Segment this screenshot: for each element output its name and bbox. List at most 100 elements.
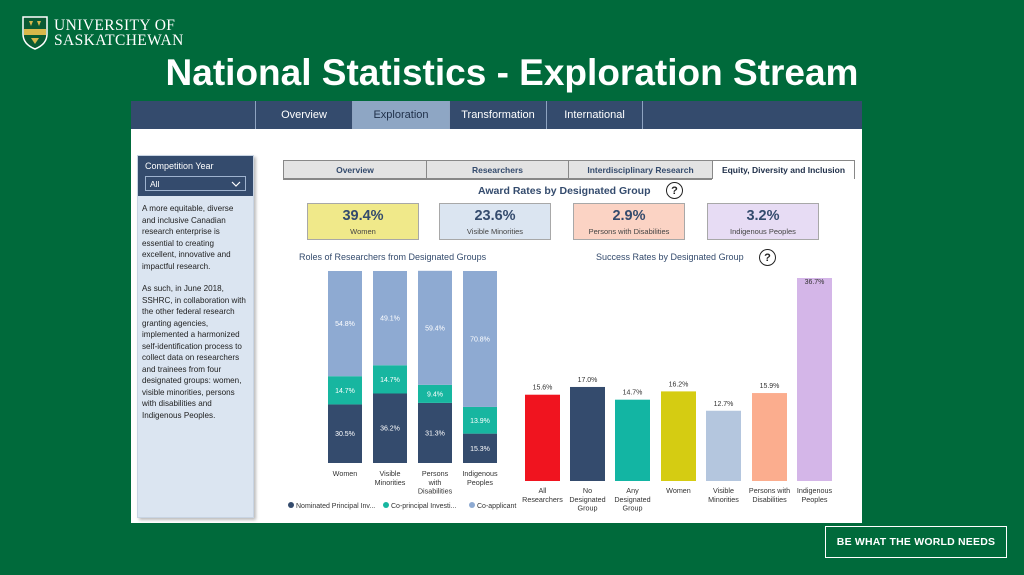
university-name-line2: SASKATCHEWAN: [54, 32, 184, 49]
kpi-label: Indigenous Peoples: [730, 227, 796, 236]
x-tick-label: Persons with: [749, 486, 790, 495]
kpi-value: 3.2%: [746, 208, 780, 224]
success-rate-bar: [706, 410, 741, 481]
crest-icon: [22, 16, 48, 50]
tab-overview[interactable]: Overview: [255, 101, 352, 129]
bar-data-label: 70.8%: [470, 336, 490, 343]
sidebar-description: A more equitable, diverse and inclusive …: [138, 196, 253, 421]
success-chart-title: Success Rates by Designated Group: [596, 252, 744, 262]
bar-data-label: 15.6%: [533, 385, 553, 392]
stacked-bar-segment: [328, 271, 362, 377]
sidebar: Competition Year All A more equitable, d…: [137, 155, 254, 518]
x-tick-label: Peoples: [802, 495, 828, 504]
competition-year-label: Competition Year: [145, 161, 214, 171]
tab-transformation[interactable]: Transformation: [449, 101, 546, 129]
kpi-indigenous-peoples: 3.2% Indigenous Peoples: [707, 203, 819, 240]
sidebar-paragraph-2: As such, in June 2018, SSHRC, in collabo…: [142, 284, 246, 420]
kpi-value: 23.6%: [474, 208, 516, 224]
chevron-down-icon: [231, 181, 241, 187]
bar-data-label: 9.4%: [427, 391, 443, 398]
stacked-bar-segment: [328, 404, 362, 463]
bar-data-label: 36.7%: [805, 279, 825, 286]
bar-data-label: 14.7%: [335, 388, 355, 395]
university-logo: UNIVERSITY OF SASKATCHEWAN: [22, 16, 184, 50]
x-tick-label: Indigenous: [462, 469, 498, 478]
tagline-badge: BE WHAT THE WORLD NEEDS: [825, 526, 1007, 558]
stacked-bar-segment: [373, 365, 407, 394]
x-tick-label: Indigenous: [797, 486, 833, 495]
stacked-bar-segment: [463, 406, 497, 434]
kpi-label: Women: [350, 227, 376, 236]
kpi-label: Persons with Disabilities: [588, 227, 670, 236]
x-tick-label: with: [428, 478, 442, 487]
kpi-label: Visible Minorities: [466, 227, 524, 236]
kpi-persons-with-disabilities: 2.9% Persons with Disabilities: [573, 203, 685, 240]
x-tick-label: Visible: [379, 469, 400, 478]
subtab-equity-diversity-inclusion[interactable]: Equity, Diversity and Inclusion: [712, 160, 855, 179]
tab-international[interactable]: International: [546, 101, 643, 129]
stacked-bar-segment: [463, 433, 497, 463]
award-rates-help-icon[interactable]: ?: [666, 182, 683, 199]
subtab-underline: [283, 179, 712, 180]
x-tick-label: Disabilities: [418, 487, 453, 496]
stacked-bar-segment: [418, 270, 452, 385]
x-tick-label: Minorities: [708, 495, 739, 504]
bar-data-label: 15.3%: [470, 446, 490, 453]
x-tick-label: Minorities: [375, 478, 406, 487]
stacked-bar-segment: [463, 271, 497, 407]
legend-marker: [383, 502, 389, 508]
bar-data-label: 36.2%: [380, 426, 400, 433]
x-tick-label: Visible: [713, 486, 734, 495]
bar-data-label: 14.7%: [623, 390, 643, 397]
dashboard-panel: Overview Exploration Transformation Inte…: [131, 101, 862, 523]
x-tick-label: All: [539, 486, 547, 495]
x-tick-label: Researchers: [522, 495, 563, 504]
x-tick-label: Women: [666, 486, 691, 495]
x-tick-label: Designated: [614, 495, 650, 504]
x-tick-label: Women: [333, 469, 358, 478]
sidebar-paragraph-1: A more equitable, diverse and inclusive …: [142, 204, 234, 271]
subtab-overview[interactable]: Overview: [283, 160, 427, 179]
university-name-line1: UNIVERSITY OF: [54, 17, 176, 34]
success-rates-help-icon[interactable]: ?: [759, 249, 776, 266]
stacked-bar-segment: [418, 384, 452, 403]
bar-data-label: 16.2%: [669, 381, 689, 388]
bar-data-label: 54.8%: [335, 321, 355, 328]
bar-data-label: 17.0%: [578, 377, 598, 384]
bar-data-label: 59.4%: [425, 325, 445, 332]
kpi-visible-minorities: 23.6% Visible Minorities: [439, 203, 551, 240]
success-rate-bar: [615, 399, 650, 481]
bar-data-label: 49.1%: [380, 316, 400, 323]
charts-svg: 30.5% 14.7% 54.8% Women 36.2% 14.7% 49.1% Visib…: [288, 270, 833, 513]
subtab-researchers[interactable]: Researchers: [426, 160, 569, 179]
x-tick-label: No: [583, 486, 592, 495]
x-tick-label: Any: [626, 486, 639, 495]
x-tick-label: Persons: [422, 469, 449, 478]
tab-exploration[interactable]: Exploration: [352, 101, 449, 129]
x-tick-label: Designated: [569, 495, 605, 504]
bar-data-label: 12.7%: [714, 401, 734, 408]
success-rate-bar: [570, 386, 605, 481]
competition-year-value: All: [150, 178, 160, 189]
kpi-value: 2.9%: [612, 208, 646, 224]
bar-data-label: 13.9%: [470, 418, 490, 425]
top-nav: Overview Exploration Transformation Inte…: [131, 101, 862, 129]
bar-data-label: 15.9%: [760, 383, 780, 390]
award-rates-title: Award Rates by Designated Group: [478, 185, 651, 197]
legend-label: Co-principal Investi...: [391, 503, 456, 510]
kpi-value: 39.4%: [342, 208, 384, 224]
x-tick-label: Group: [623, 504, 643, 513]
competition-year-select[interactable]: All: [145, 176, 246, 191]
x-tick-label: Disabilities: [752, 495, 787, 504]
kpi-women: 39.4% Women: [307, 203, 419, 240]
competition-year-filter: Competition Year All: [138, 156, 253, 196]
x-tick-label: Peoples: [467, 478, 493, 487]
legend-marker: [469, 502, 475, 508]
stacked-bar-segment: [418, 402, 452, 463]
success-rate-bar: [525, 394, 560, 481]
stacked-bar-segment: [373, 271, 407, 366]
success-rate-bar: [752, 393, 787, 481]
slide-title: National Statistics - Exploration Stream: [165, 52, 859, 93]
roles-chart-title: Roles of Researchers from Designated Gro…: [299, 252, 487, 262]
legend-marker: [288, 502, 294, 508]
